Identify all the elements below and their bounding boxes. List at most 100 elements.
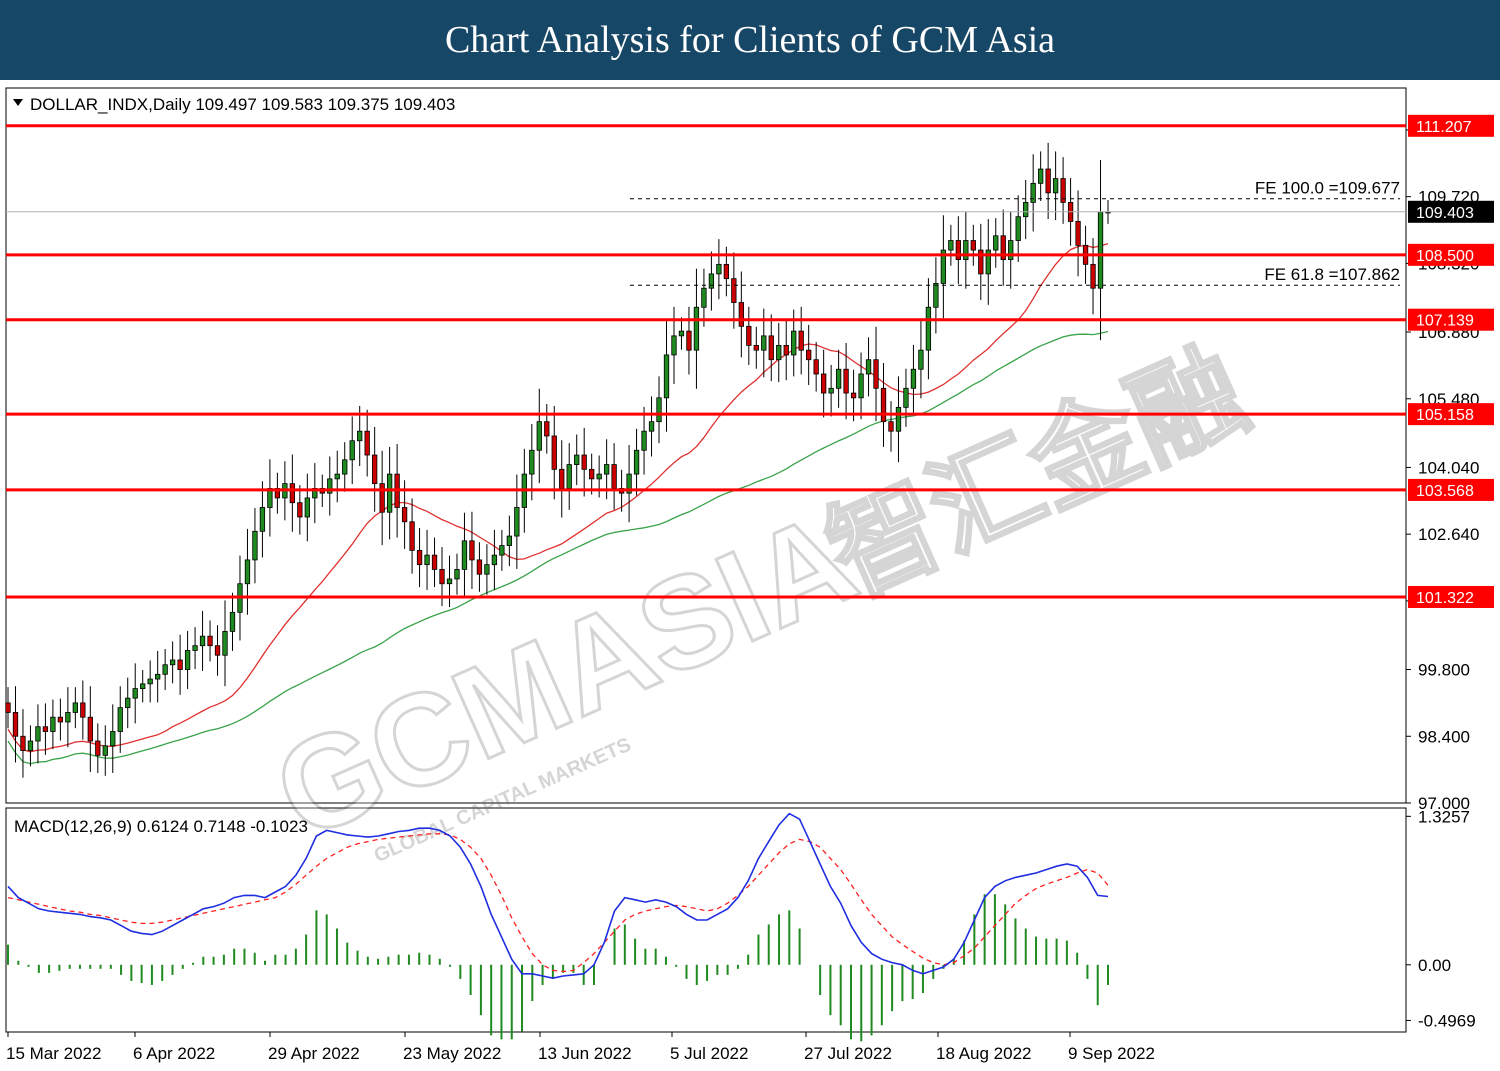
candle-body	[858, 373, 864, 399]
candle-body	[843, 368, 849, 394]
candle-body	[910, 368, 917, 389]
candle-body	[102, 745, 108, 756]
candle-body	[372, 454, 378, 485]
candle-body	[222, 631, 228, 656]
fib-label: FE 100.0 =109.677	[1255, 179, 1400, 198]
candle-body	[663, 354, 670, 399]
date-tick-label: 13 Jun 2022	[538, 1044, 632, 1063]
candle-body	[20, 735, 26, 751]
candle-body	[536, 421, 542, 451]
candle-body	[1075, 221, 1081, 246]
candle-body	[828, 387, 834, 394]
candle-body	[648, 421, 655, 432]
level-tag	[1408, 308, 1494, 331]
date-tick-label: 23 May 2022	[403, 1044, 501, 1063]
candle-body	[633, 449, 640, 475]
candle-body	[267, 487, 273, 508]
candle-body	[80, 702, 86, 718]
candle-body	[192, 645, 198, 651]
candle-body	[244, 559, 251, 585]
price-panel	[5, 87, 1407, 804]
candle-body	[993, 235, 999, 251]
candle-body	[529, 449, 535, 475]
candle-body	[768, 335, 774, 361]
candle-body	[342, 459, 348, 475]
candle-body	[132, 688, 138, 699]
macd-plot	[7, 812, 1109, 1042]
macd-line	[7, 812, 1109, 980]
candle-body	[798, 330, 804, 351]
candle-body	[611, 464, 617, 489]
candle-body	[559, 468, 565, 489]
last-price-label: 109.403	[1416, 205, 1474, 222]
price-tick-label: 104.040	[1418, 458, 1479, 477]
candle-body	[1090, 263, 1096, 289]
candle-body	[506, 535, 513, 546]
candle-body	[985, 249, 991, 275]
candle-body	[50, 716, 56, 732]
date-tick-label: 9 Sep 2022	[1068, 1044, 1155, 1063]
level-tag-label: 105.158	[1416, 407, 1474, 424]
candle-body	[110, 731, 116, 747]
candle-body	[970, 240, 976, 251]
candle-body	[424, 554, 430, 566]
candle-body	[933, 283, 939, 308]
candle-body	[461, 540, 468, 570]
candle-body	[72, 702, 78, 713]
candle-body	[469, 540, 475, 561]
candle-body	[603, 464, 610, 475]
candle-body	[903, 387, 909, 408]
level-tag	[1408, 243, 1494, 266]
candle-body	[963, 240, 969, 261]
dropdown-triangle-icon[interactable]	[13, 99, 23, 106]
candle-body	[1008, 240, 1014, 261]
candle-body	[880, 387, 887, 423]
candle-body	[978, 249, 984, 275]
macd-tick-label: -0.4969	[1418, 1011, 1476, 1030]
candle-body	[431, 554, 438, 570]
candle-body	[820, 373, 827, 394]
level-tag	[1408, 403, 1494, 426]
price-tick-label: 98.400	[1418, 727, 1470, 746]
candle-body	[1097, 211, 1104, 289]
price-tick-label: 102.640	[1418, 525, 1479, 544]
candle-body	[499, 545, 505, 556]
candle-body	[1038, 168, 1044, 184]
candle-body	[1000, 235, 1006, 260]
level-tag-label: 107.139	[1416, 313, 1474, 330]
candle-body	[873, 359, 879, 389]
date-tick-label: 29 Apr 2022	[268, 1044, 360, 1063]
level-tag-label: 101.322	[1416, 590, 1474, 607]
candle-body	[686, 330, 692, 351]
candle-body	[169, 659, 176, 666]
candle-body	[334, 473, 340, 480]
price-tick-label: 99.800	[1418, 661, 1470, 680]
candle-body	[125, 697, 131, 709]
candle-body	[1030, 182, 1036, 203]
candle-body	[491, 554, 498, 566]
candle-body	[1060, 178, 1066, 203]
candle-body	[791, 330, 797, 356]
candle-body	[925, 306, 932, 351]
ma-slow-line	[7, 330, 1109, 765]
level-tag-label: 108.500	[1416, 248, 1474, 265]
candle-body	[895, 406, 902, 432]
candle-body	[708, 273, 715, 289]
candle-body	[813, 359, 819, 375]
candle-body	[835, 368, 842, 389]
candle-body	[312, 487, 318, 499]
candle-body	[918, 349, 924, 370]
candle-body	[596, 473, 602, 480]
candle-body	[641, 430, 647, 451]
level-tag	[1408, 114, 1494, 137]
fib-label: FE 61.8 =107.862	[1264, 265, 1400, 284]
candle-body	[416, 549, 423, 566]
candle-body	[304, 497, 310, 518]
date-tick-label: 18 Aug 2022	[936, 1044, 1031, 1063]
candle-body	[12, 712, 19, 737]
candle-body	[27, 740, 34, 751]
candle-body	[401, 507, 408, 523]
date-tick-label: 27 Jul 2022	[804, 1044, 892, 1063]
candle-body	[783, 344, 789, 356]
candle-body	[155, 673, 161, 680]
